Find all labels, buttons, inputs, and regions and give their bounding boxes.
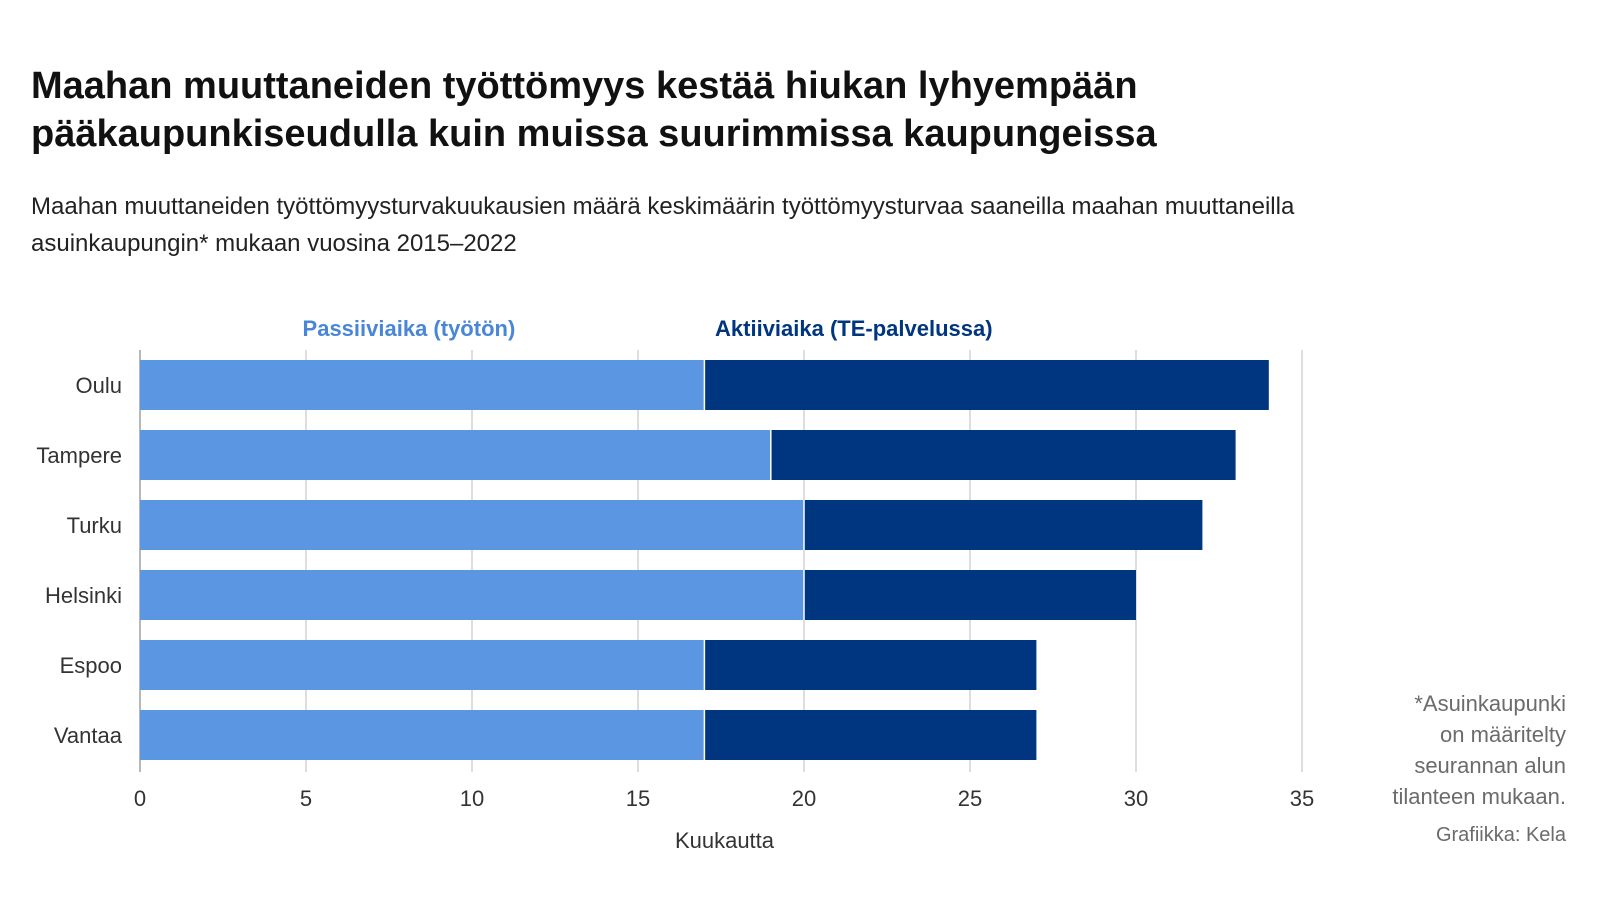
x-tick-label: 30 xyxy=(1124,786,1148,811)
bar-active-tampere xyxy=(770,430,1236,480)
x-tick-label: 10 xyxy=(460,786,484,811)
x-tick-label: 0 xyxy=(134,786,146,811)
category-label: Oulu xyxy=(76,373,122,398)
x-tick-label: 20 xyxy=(792,786,816,811)
category-label: Vantaa xyxy=(54,723,123,748)
bar-active-oulu xyxy=(704,360,1269,410)
axis-labels: 0 5 10 15 20 25 30 35 Kuukautta Oulu Tampere Turku H… xyxy=(36,373,1314,853)
legend-label: Aktiiviaika (TE-palvelussa) xyxy=(715,316,993,341)
bars xyxy=(140,360,1269,760)
legend: Passiiviaika (työtön) Aktiiviaika (TE-pal… xyxy=(303,316,993,341)
footnote: *Asuinkaupunki on määritelty seurannan a… xyxy=(1392,691,1566,809)
x-axis-label: Kuukautta xyxy=(675,828,775,853)
gridlines xyxy=(139,350,1303,772)
legend-label: Passiiviaika (työtön) xyxy=(303,316,516,341)
bar-passive-helsinki xyxy=(140,570,804,620)
category-label: Turku xyxy=(67,513,122,538)
bar-passive-vantaa xyxy=(140,710,705,760)
x-tick-label: 5 xyxy=(300,786,312,811)
x-tick-label: 15 xyxy=(626,786,650,811)
bar-active-espoo xyxy=(704,640,1037,690)
bar-active-helsinki xyxy=(804,570,1136,620)
category-label: Espoo xyxy=(60,653,122,678)
bar-active-vantaa xyxy=(704,710,1037,760)
chart-subtitle: Maahan muuttaneiden työttömyysturvakuuka… xyxy=(31,193,1295,257)
category-label: Tampere xyxy=(36,443,122,468)
bar-passive-espoo xyxy=(140,640,705,690)
bar-passive-oulu xyxy=(140,360,705,410)
chart-title: Maahan muuttaneiden työttömyys kestää hi… xyxy=(31,65,1157,155)
category-label: Helsinki xyxy=(45,583,122,608)
x-tick-label: 35 xyxy=(1290,786,1314,811)
x-tick-label: 25 xyxy=(958,786,982,811)
bar-active-turku xyxy=(804,500,1203,550)
bar-passive-tampere xyxy=(140,430,771,480)
credit: Grafiikka: Kela xyxy=(1435,824,1566,846)
bar-passive-turku xyxy=(140,500,804,550)
